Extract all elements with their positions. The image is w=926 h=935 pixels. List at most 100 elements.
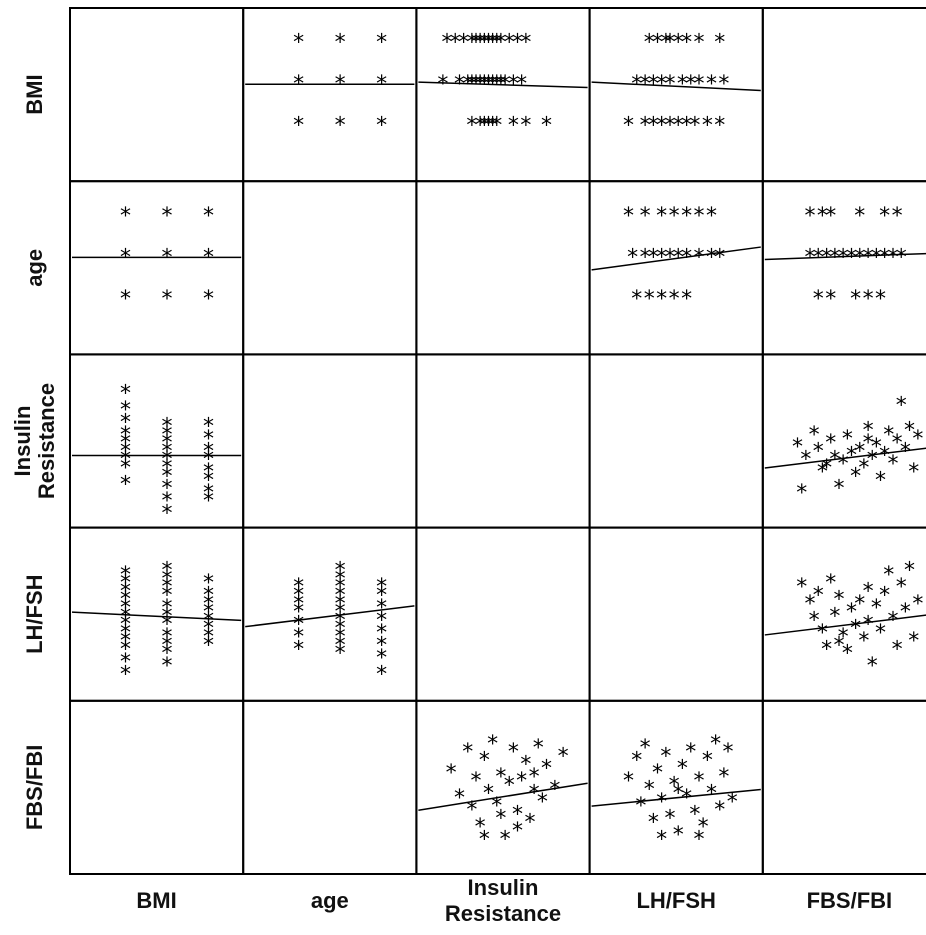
point-bmi-ir-29: * <box>475 114 486 139</box>
point-lhfsh-age-10: * <box>335 584 346 609</box>
point-age-lhfsh-9: * <box>648 245 659 270</box>
point-lhfsh-age-25: * <box>376 662 387 687</box>
chart-marks: * * ** * ** * **************** ********* * * *****… <box>71 31 926 852</box>
point-lhfsh-fbs-29: * <box>863 579 874 604</box>
point-lhfsh-age-13: * <box>335 608 346 633</box>
point-lhfsh-bmi-15: * <box>161 584 172 609</box>
point-ir-bmi-6: * <box>120 448 131 473</box>
point-lhfsh-age-14: * <box>335 617 346 642</box>
cell-ir-bmi <box>69 353 245 529</box>
point-bmi-lhfsh-2: * <box>660 31 671 56</box>
point-ir-bmi-2: * <box>120 410 131 435</box>
point-ir-fbs-27: * <box>821 456 832 481</box>
cell-lhfsh-lhfsh <box>588 526 764 702</box>
point-lhfsh-age-21: * <box>376 608 387 633</box>
point-age-fbs-1: * <box>817 204 828 229</box>
point-bmi-ir-30: * <box>479 114 490 139</box>
point-age-fbs-11: * <box>846 245 857 270</box>
point-bmi-ir-12: * <box>512 31 523 56</box>
point-age-lhfsh-6: * <box>706 204 717 229</box>
cell-age-bmi <box>69 180 245 356</box>
point-fbs-lhfsh-20: * <box>710 732 721 757</box>
point-bmi-lhfsh-20: * <box>648 114 659 139</box>
row-label-ir: Insulin Resistance <box>10 383 59 499</box>
point-fbs-ir-19: * <box>533 736 544 761</box>
col-label-ir-line-1: Resistance <box>445 901 561 926</box>
point-ir-fbs-4: * <box>817 460 828 485</box>
point-ir-fbs-0: * <box>792 435 803 460</box>
cell-age-ir <box>415 180 591 356</box>
point-fbs-ir-12: * <box>504 773 515 798</box>
point-bmi-ir-1: * <box>450 31 461 56</box>
point-ir-bmi-3: * <box>120 423 131 448</box>
cell-lhfsh-ir <box>415 526 591 702</box>
cell-bmi-fbs <box>761 7 926 183</box>
point-ir-bmi-4: * <box>120 431 131 456</box>
point-lhfsh-bmi-20: * <box>161 633 172 658</box>
point-ir-fbs-9: * <box>842 427 853 452</box>
point-lhfsh-fbs-4: * <box>817 621 828 646</box>
point-bmi-ir-14: * <box>437 72 448 97</box>
fit-line-fbs-ir <box>418 782 588 811</box>
point-lhfsh-bmi-25: * <box>203 592 214 617</box>
col-label-bmi-line-0: BMI <box>136 888 176 913</box>
point-ir-fbs-26: * <box>912 427 923 452</box>
row-label-bmi-line-0: BMI <box>22 74 47 114</box>
point-bmi-lhfsh-3: * <box>664 31 675 56</box>
point-fbs-lhfsh-18: * <box>702 748 713 773</box>
point-ir-bmi-12: * <box>161 439 172 464</box>
point-fbs-ir-21: * <box>541 757 552 782</box>
point-fbs-ir-2: * <box>462 740 473 765</box>
point-fbs-lhfsh-25: * <box>656 827 667 852</box>
point-bmi-ir-5: * <box>475 31 486 56</box>
point-fbs-ir-24: * <box>479 827 490 852</box>
point-ir-bmi-5: * <box>120 439 131 464</box>
point-lhfsh-fbs-24: * <box>900 600 911 625</box>
point-ir-fbs-28: * <box>863 431 874 456</box>
point-age-fbs-13: * <box>863 245 874 270</box>
point-lhfsh-bmi-5: * <box>120 604 131 629</box>
cell-lhfsh-age <box>242 526 418 702</box>
point-lhfsh-fbs-12: * <box>850 617 861 642</box>
point-fbs-lhfsh-11: * <box>673 823 684 848</box>
point-ir-bmi-0: * <box>120 381 131 406</box>
point-lhfsh-fbs-27: * <box>912 592 923 617</box>
point-bmi-age-2: * <box>376 31 387 56</box>
point-lhfsh-age-9: * <box>335 575 346 600</box>
point-lhfsh-age-24: * <box>376 646 387 671</box>
point-age-fbs-22: * <box>875 287 886 312</box>
point-ir-fbs-29: * <box>796 481 807 506</box>
point-lhfsh-age-22: * <box>376 621 387 646</box>
point-age-lhfsh-17: * <box>631 287 642 312</box>
point-bmi-ir-11: * <box>504 31 515 56</box>
row-label-ir-line-0: Insulin <box>10 406 35 477</box>
point-fbs-ir-13: * <box>508 740 519 765</box>
fit-line-lhfsh-bmi <box>71 611 242 622</box>
point-fbs-lhfsh-5: * <box>648 811 659 836</box>
point-bmi-lhfsh-6: * <box>694 31 705 56</box>
point-bmi-lhfsh-1: * <box>652 31 663 56</box>
point-fbs-lhfsh-26: * <box>694 827 705 852</box>
point-age-lhfsh-10: * <box>656 245 667 270</box>
point-lhfsh-bmi-12: * <box>161 559 172 584</box>
point-bmi-lhfsh-13: * <box>677 72 688 97</box>
point-fbs-ir-9: * <box>491 794 502 819</box>
point-ir-bmi-7: * <box>120 456 131 481</box>
point-lhfsh-fbs-3: * <box>813 584 824 609</box>
point-ir-fbs-24: * <box>904 419 915 444</box>
point-lhfsh-bmi-16: * <box>161 596 172 621</box>
point-lhfsh-fbs-17: * <box>871 596 882 621</box>
point-lhfsh-bmi-0: * <box>120 563 131 588</box>
point-age-bmi-6: * <box>120 287 131 312</box>
point-fbs-ir-14: * <box>512 802 523 827</box>
point-bmi-age-8: * <box>376 114 387 139</box>
point-lhfsh-fbs-25: * <box>904 559 915 584</box>
row-label-ir-line-1: Resistance <box>34 383 59 499</box>
point-lhfsh-fbs-21: * <box>887 608 898 633</box>
point-age-fbs-20: * <box>850 287 861 312</box>
point-bmi-age-7: * <box>335 114 346 139</box>
point-fbs-ir-27: * <box>529 765 540 790</box>
row-label-fbs: FBS/FBI <box>22 745 47 831</box>
point-fbs-lhfsh-1: * <box>631 748 642 773</box>
point-fbs-lhfsh-8: * <box>660 744 671 769</box>
